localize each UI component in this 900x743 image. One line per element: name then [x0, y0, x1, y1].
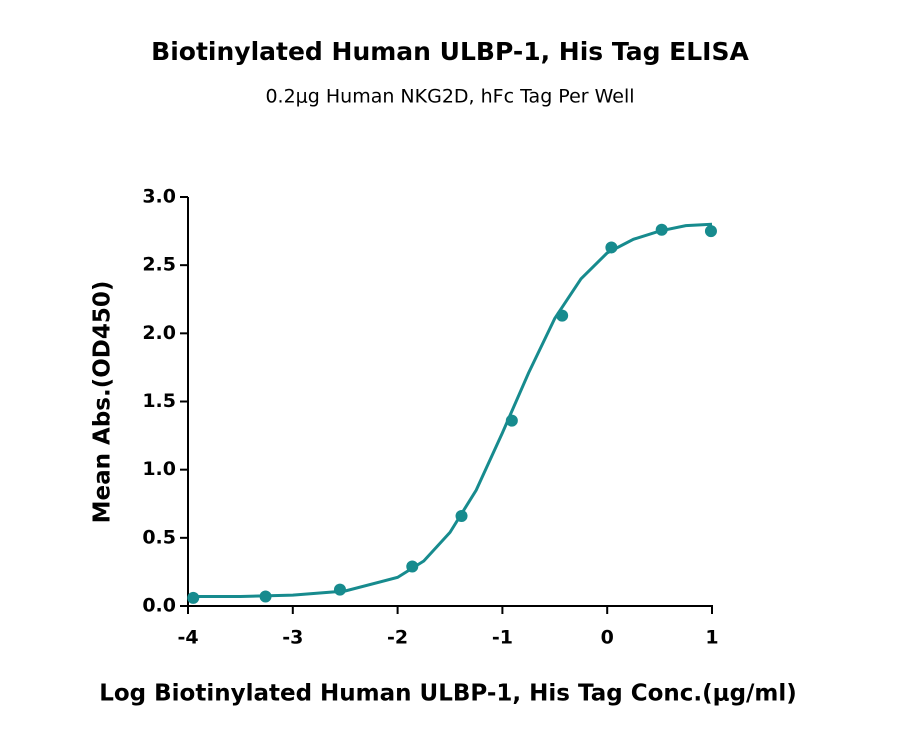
x-tick-label: -3 [282, 627, 303, 649]
y-axis-label: Mean Abs.(OD450) [90, 281, 116, 524]
y-tick-label: 0.5 [142, 526, 176, 548]
data-point [333, 583, 346, 596]
data-point [406, 560, 419, 573]
x-axis-label: Log Biotinylated Human ULBP-1, His Tag C… [99, 681, 797, 707]
x-tick-label: -4 [177, 627, 198, 649]
y-tick-label: 1.5 [142, 390, 176, 412]
x-tick-label: 0 [601, 627, 614, 649]
y-tick-label: 1.0 [142, 458, 176, 480]
x-tick-label: -2 [387, 627, 408, 649]
data-point [556, 309, 569, 322]
x-tick-label: 1 [705, 627, 718, 649]
chart-subtitle: 0.2μg Human NKG2D, hFc Tag Per Well [265, 86, 634, 108]
data-point [505, 414, 518, 427]
data-point [455, 510, 468, 523]
data-point [187, 591, 200, 604]
fit-curve [188, 222, 713, 598]
y-tick-label: 3.0 [142, 186, 176, 208]
chart-title: Biotinylated Human ULBP-1, His Tag ELISA [151, 37, 749, 66]
y-tick-label: 2.5 [142, 254, 176, 276]
data-point [655, 223, 668, 236]
y-tick-label: 2.0 [142, 322, 176, 344]
data-point [605, 241, 618, 254]
y-tick-label: 0.0 [142, 595, 176, 617]
data-point [259, 590, 272, 603]
x-tick-label: -1 [492, 627, 513, 649]
data-point [704, 225, 717, 238]
